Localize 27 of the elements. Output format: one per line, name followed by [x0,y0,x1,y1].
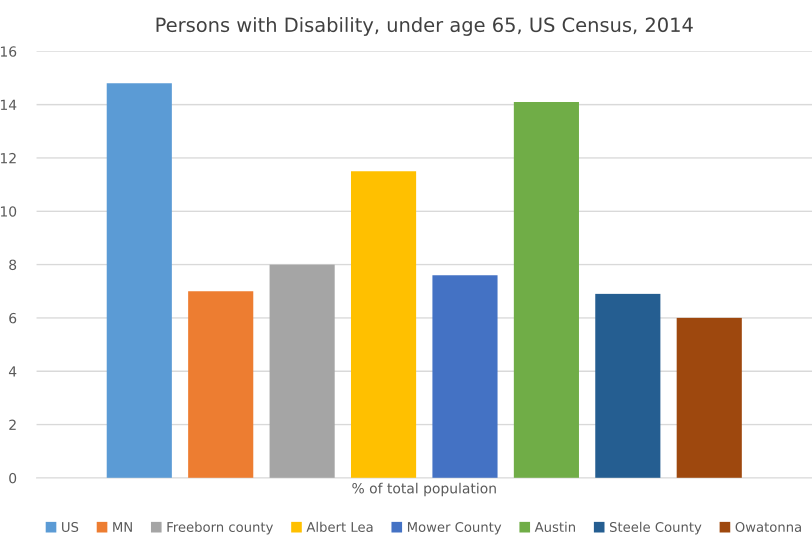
x-tick-label: % of total population [352,482,496,496]
y-tick-label: 0 [9,472,16,484]
legend-label: Owatonna [736,522,801,532]
bar [432,275,498,478]
legend-label: Steele County [610,522,702,535]
bar [350,171,416,478]
chart-title: Persons with Disability, under age 65, US Census, 2014 [156,17,693,36]
y-tick-label: 16 [0,46,16,57]
legend-label: Freeborn county [167,522,274,535]
y-tick-label: 6 [9,312,16,324]
y-tick-label: 14 [0,100,16,110]
legend-label: US [62,522,78,532]
y-tick-label: 4 [8,366,16,377]
y-tick-label: 12 [0,152,16,164]
bar [676,318,742,478]
legend-label: MN [113,522,132,532]
y-tick-label: 10 [0,206,16,217]
bar [270,264,335,478]
legend-label: Austin [534,522,575,532]
legend-label: Mower County [408,522,502,535]
y-tick-label: 8 [9,260,16,270]
bar [188,291,254,478]
bar [514,102,579,478]
bar [595,294,660,478]
legend-label: Albert Lea [306,522,372,532]
bar [106,83,172,478]
y-tick-label: 2 [9,420,16,430]
